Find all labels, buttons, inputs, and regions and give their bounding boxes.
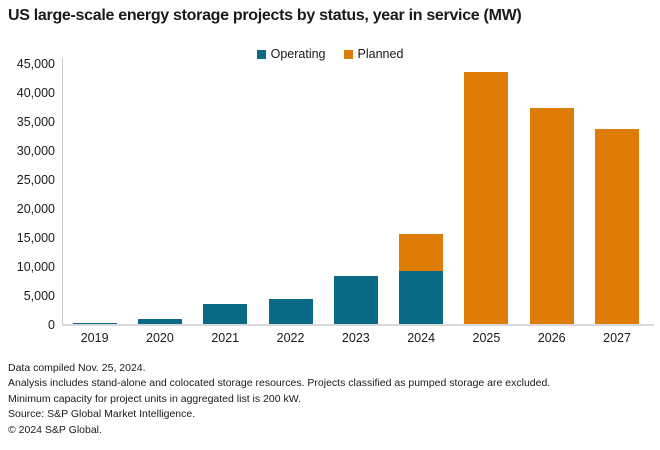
x-axis-tick-label: 2026 xyxy=(537,331,566,345)
footnote-line: Analysis includes stand-alone and coloca… xyxy=(8,377,551,390)
bar-2021-operating xyxy=(203,304,248,324)
bar-2024-planned xyxy=(399,233,444,272)
x-axis-tick-label: 2024 xyxy=(407,331,436,345)
y-axis-tick-label: 35,000 xyxy=(16,114,55,129)
legend-label: Planned xyxy=(357,47,404,61)
legend-swatch-planned xyxy=(343,49,353,59)
legend: Operating Planned xyxy=(0,47,660,61)
y-axis-tick-label: 15,000 xyxy=(16,230,55,245)
footnote-line: Source: S&P Global Market Intelligence. xyxy=(8,408,196,421)
y-axis-line xyxy=(62,58,63,324)
bar-2024-operating xyxy=(399,271,444,324)
y-axis-tick-label: 40,000 xyxy=(16,85,55,100)
x-axis-line xyxy=(62,324,654,326)
bar-2026-planned xyxy=(529,108,574,324)
y-axis-tick-label: 0 xyxy=(48,317,55,332)
y-axis-tick-label: 20,000 xyxy=(16,201,55,216)
bar-2020-operating xyxy=(137,318,182,324)
bar-2022-operating xyxy=(268,299,313,324)
footnote-line: Data compiled Nov. 25, 2024. xyxy=(8,362,146,374)
bar-2023-operating xyxy=(333,276,378,324)
x-axis-tick-label: 2019 xyxy=(80,331,109,345)
legend-item-operating: Operating xyxy=(256,47,326,61)
x-axis-tick-label: 2025 xyxy=(472,331,501,345)
footnote-line: Minimum capacity for project units in ag… xyxy=(8,392,301,405)
y-axis-tick-label: 30,000 xyxy=(16,143,55,158)
y-axis-tick-label: 25,000 xyxy=(16,172,55,187)
bar-2027-planned xyxy=(595,128,639,324)
bar-2019-operating xyxy=(72,322,117,324)
legend-item-planned: Planned xyxy=(343,47,404,61)
chart-title: US large-scale energy storage projects b… xyxy=(8,7,522,24)
y-axis-tick-label: 5,000 xyxy=(23,288,55,303)
footnote-line: © 2024 S&P Global. xyxy=(8,423,102,436)
x-axis-tick-label: 2023 xyxy=(341,331,370,345)
footnotes: Data compiled Nov. 25, 2024. Analysis in… xyxy=(8,361,550,438)
x-axis-tick-label: 2027 xyxy=(603,331,631,345)
x-axis-tick-label: 2020 xyxy=(146,331,174,345)
y-axis-tick-label: 10,000 xyxy=(16,259,55,274)
bar-2025-planned xyxy=(464,71,509,324)
plot-area: 0 5,000 10,000 15,000 20,000 25,000 30,000 35,0… xyxy=(16,57,654,345)
x-axis-tick-label: 2022 xyxy=(276,331,305,345)
x-axis-tick-label: 2021 xyxy=(211,331,240,345)
legend-swatch-operating xyxy=(256,49,266,59)
legend-label: Operating xyxy=(270,47,326,61)
y-axis-tick-label: 45,000 xyxy=(16,57,55,71)
